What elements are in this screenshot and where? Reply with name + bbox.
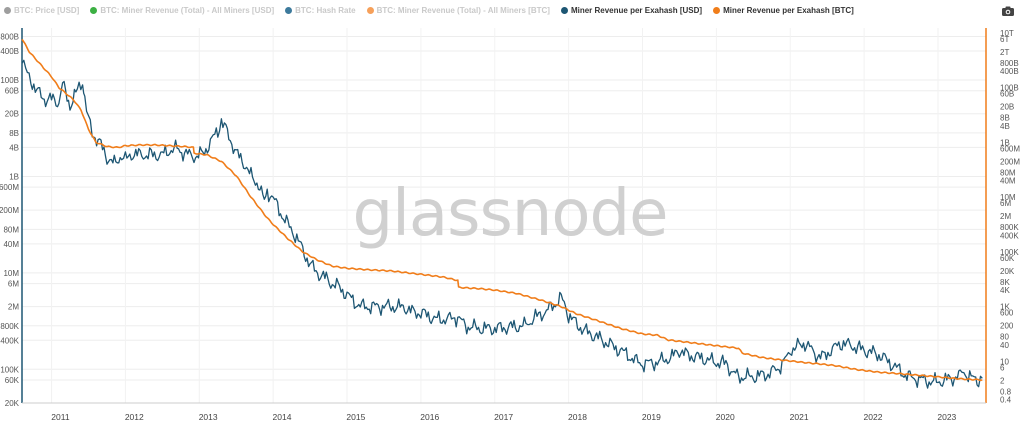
x-tick-label: 2012 [125,412,144,422]
legend-label: BTC: Price [USD] [14,5,80,15]
camera-icon[interactable] [1002,3,1014,16]
y-tick-label-right: 4B [1000,122,1010,131]
y-tick-label-left: 400B [0,47,19,56]
y-tick-label-right: 8B [1000,114,1010,123]
y-tick-label-left: 6M [8,280,19,289]
legend-dot [560,6,568,14]
x-tick-label: 2023 [937,412,956,422]
y-tick-label-left: 40M [3,240,19,249]
y-tick-label-left: 800B [0,32,19,41]
y-tick-label-left: 10M [3,269,19,278]
watermark: glassnode [352,177,667,251]
x-tick-label: 2017 [494,412,513,422]
y-tick-label-right: 200 [1000,322,1014,331]
legend-label: Miner Revenue per Exahash [USD] [570,5,703,15]
y-tick-label-left: 4B [9,143,19,152]
y-tick-label-right: 10T [1000,29,1014,38]
x-tick-label: 2015 [346,412,365,422]
y-tick-label-left: 100B [0,76,19,85]
left-axis: 800B 400B 100B 60B 20B 8B 4B 1B 600M 200M 80M 40M 10… [0,32,20,408]
y-tick-label-right: 6 [1000,363,1005,372]
chart-legend: BTC: Price [USD] BTC: Miner Revenue (Tot… [4,3,865,17]
y-tick-label-right: 40 [1000,341,1009,350]
legend-item-btc-price[interactable]: BTC: Price [USD] [4,6,79,15]
legend-item-revenue-per-exahash-btc[interactable]: Miner Revenue per Exahash [BTC] [713,6,854,15]
legend-dot [366,6,374,14]
x-axis: 2011 2012 2013 2014 2015 2016 2017 2018 2019 2020… [51,412,956,422]
y-tick-label-right: 2M [1000,212,1011,221]
legend-dot [285,6,293,14]
y-tick-label-left: 2M [8,303,19,312]
y-tick-label-right: 10 [1000,357,1009,366]
y-tick-label-right: 0.4 [1000,396,1012,405]
y-tick-label-right: 20K [1000,267,1015,276]
x-tick-label: 2022 [864,412,883,422]
y-tick-label-right: 200M [1000,157,1020,166]
grid [22,28,986,404]
legend-dot [713,6,721,14]
legend-item-miner-revenue-btc[interactable]: BTC: Miner Revenue (Total) - All Miners … [366,5,550,15]
legend-item-hash-rate[interactable]: BTC: Hash Rate [285,5,356,15]
legend-dot [90,6,98,14]
legend-item-miner-revenue-usd[interactable]: BTC: Miner Revenue (Total) - All Miners … [90,6,274,15]
y-tick-label-right: 6T [1000,35,1009,44]
series-line-revenue-per-exahash-usd [21,59,983,389]
legend-label: BTC: Miner Revenue (Total) - All Miners … [100,5,275,15]
y-tick-label-right: 8K [1000,278,1010,287]
y-tick-label-left: 200M [0,206,19,215]
legend-label: Miner Revenue per Exahash [BTC] [723,5,854,15]
y-tick-label-left: 8B [9,129,19,138]
series-line-revenue-per-exahash-btc [21,38,983,382]
y-tick-label-right: 10M [1000,193,1016,202]
x-tick-label: 2019 [642,412,661,422]
legend-label: BTC: Hash Rate [295,5,356,15]
y-tick-label-right: 40M [1000,177,1016,186]
y-tick-label-right: 2 [1000,376,1005,385]
x-tick-label: 2020 [716,412,735,422]
y-tick-label-left: 1B [9,172,19,181]
axis-lines [21,28,987,404]
y-tick-label-right: 400K [1000,231,1019,240]
legend-item-revenue-per-exahash-usd[interactable]: Miner Revenue per Exahash [USD] [560,5,703,15]
y-tick-label-right: 600M [1000,144,1020,153]
legend-label: BTC: Miner Revenue (Total) - All Miners … [376,5,550,15]
y-tick-label-left: 600M [0,183,19,192]
y-tick-label-right: 6M [1000,199,1011,208]
y-tick-label-right: 400B [1000,67,1019,76]
y-tick-label-left: 60B [5,87,19,96]
y-tick-label-right: 0.8 [1000,387,1012,396]
x-tick-label: 2011 [51,412,70,422]
y-tick-label-right: 100K [1000,248,1019,257]
y-tick-label-right: 20B [1000,103,1014,112]
y-tick-label-right: 2T [1000,48,1009,57]
x-tick-label: 2021 [790,412,809,422]
y-tick-label-right: 800B [1000,59,1019,68]
series-group [21,38,983,389]
y-tick-label-right: 1K [1000,303,1010,312]
x-tick-label: 2016 [420,412,439,422]
y-tick-label-left: 800K [0,322,19,331]
y-tick-label-left: 20B [5,110,19,119]
y-tick-label-left: 60K [5,376,20,385]
x-tick-label: 2014 [273,412,292,422]
y-tick-label-right: 600 [1000,309,1014,318]
y-tick-label-right: 4K [1000,286,1010,295]
y-tick-label-left: 80M [3,225,19,234]
y-tick-label-right: 800K [1000,223,1019,232]
y-tick-label-right: 1B [1000,138,1010,147]
y-tick-label-right: 80M [1000,168,1016,177]
y-tick-label-right: 80 [1000,333,1009,342]
x-tick-label: 2018 [568,412,587,422]
x-tick-label: 2013 [199,412,218,422]
y-tick-label-right: 100B [1000,84,1019,93]
legend-dot [4,6,11,14]
y-tick-label-left: 400K [0,336,19,345]
y-tick-label-right: 60K [1000,254,1015,263]
y-tick-label-right: 60B [1000,90,1014,99]
y-tick-label-left: 100K [0,365,19,374]
y-tick-label-left: 20K [5,399,20,408]
